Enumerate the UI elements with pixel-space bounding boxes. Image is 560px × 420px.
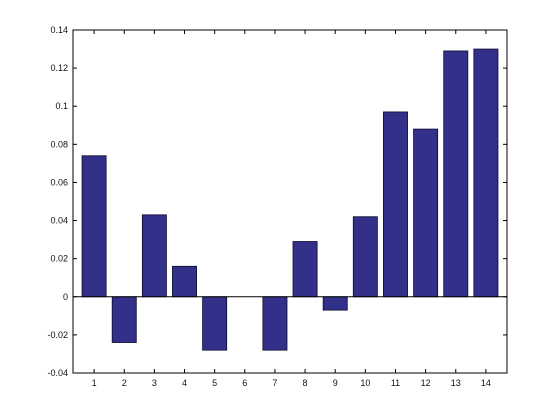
y-tick-label: -0.02 <box>47 330 68 340</box>
bar-12 <box>413 128 439 298</box>
plot-area-border <box>72 29 508 374</box>
x-tick-label: 5 <box>212 378 217 388</box>
bar-10 <box>352 216 378 298</box>
bar-13 <box>443 50 469 298</box>
bar-7 <box>262 296 288 351</box>
bar-5 <box>202 296 228 351</box>
x-tick-label: 11 <box>391 378 400 388</box>
bar-2 <box>111 296 137 343</box>
bars-group <box>81 48 499 351</box>
y-tick-label: 0.14 <box>50 25 68 35</box>
bar-3 <box>141 214 167 298</box>
x-tick-label: 9 <box>333 378 338 388</box>
x-axis: 1 2 3 4 5 6 7 8 9 10 11 12 13 14 <box>92 30 491 388</box>
x-tick-label: 6 <box>242 378 247 388</box>
bar-8 <box>292 241 318 298</box>
x-tick-label: 13 <box>451 378 461 388</box>
y-tick-label: 0 <box>63 292 68 302</box>
bar-4 <box>172 265 197 298</box>
y-axis: -0.04 -0.02 0 0.02 0.04 0.06 0.08 0.1 0.12 0.14 <box>47 25 507 378</box>
bar-14 <box>473 48 499 298</box>
x-tick-label: 4 <box>182 378 187 388</box>
y-tick-label: -0.04 <box>47 368 68 378</box>
y-tick-label: 0.08 <box>50 139 68 149</box>
y-tick-label: 0.04 <box>50 216 68 226</box>
y-tick-label: 0.02 <box>50 254 68 264</box>
x-tick-label: 10 <box>360 378 370 388</box>
y-tick-label: 0.12 <box>50 63 68 73</box>
bar-9 <box>322 296 348 311</box>
bar-11 <box>383 111 408 298</box>
x-tick-label: 3 <box>152 378 157 388</box>
x-tick-label: 12 <box>421 378 431 388</box>
x-tick-label: 1 <box>92 378 97 388</box>
y-tick-label: 0.06 <box>50 177 68 187</box>
plot-frame <box>72 29 508 374</box>
x-tick-label: 2 <box>122 378 127 388</box>
y-tick-label: 0.1 <box>55 101 68 111</box>
x-tick-label: 8 <box>303 378 308 388</box>
x-tick-label: 7 <box>272 378 277 388</box>
bar-1 <box>81 155 107 298</box>
x-tick-label: 14 <box>481 378 491 388</box>
